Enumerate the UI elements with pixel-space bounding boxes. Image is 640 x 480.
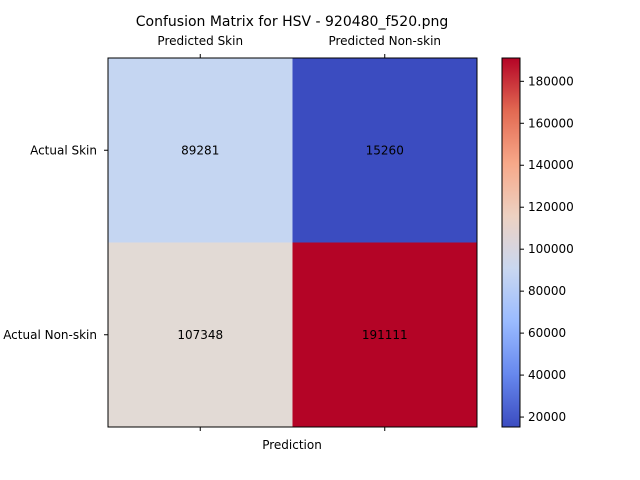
x-axis-label: Prediction [262,438,322,452]
heatmap-cell-labels: 89281 15260 107348 191111 [177,143,407,342]
heatmap-cell-0-0 [108,58,293,243]
colorbar-tick-label: 100000 [528,242,574,256]
heatmap-cell-0-1 [292,58,477,243]
chart-title: Confusion Matrix for HSV - 920480_f520.p… [136,14,448,30]
colorbar-tick-label: 180000 [528,74,574,88]
y-ticks: Actual Skin Actual Non-skin [3,143,108,342]
x-tick-label: Predicted Non-skin [328,34,441,48]
colorbar [501,57,521,428]
cell-value-label: 15260 [366,143,404,157]
y-tick-label: Actual Non-skin [3,328,97,342]
colorbar-tick-label: 60000 [528,326,566,340]
cell-value-label: 191111 [362,328,408,342]
heatmap-cells [108,58,477,427]
heatmap-frame [107,57,478,428]
y-tick-label: Actual Skin [30,143,97,157]
colorbar-tick-label: 140000 [528,158,574,172]
heatmap-cell-1-1 [292,242,477,427]
colorbar-tick-label: 160000 [528,116,574,130]
colorbar-tick-label: 40000 [528,368,566,382]
cell-value-label: 107348 [177,328,223,342]
colorbar-tick-label: 20000 [528,410,566,424]
x-tick-label: Predicted Skin [157,34,243,48]
colorbar-tick-label: 120000 [528,200,574,214]
colorbar-ticks: 20000 40000 60000 80000 100000 120000 140000 16… [520,74,574,424]
colorbar-tick-label: 80000 [528,284,566,298]
heatmap-cell-1-0 [108,242,293,427]
cell-value-label: 89281 [181,143,219,157]
x-ticks: Predicted Skin Predicted Non-skin [157,34,441,431]
